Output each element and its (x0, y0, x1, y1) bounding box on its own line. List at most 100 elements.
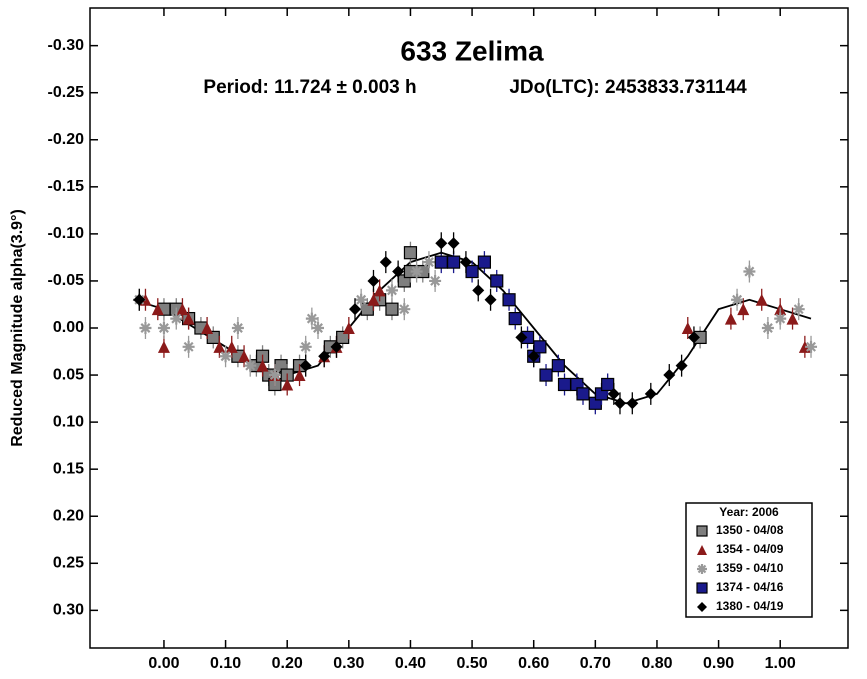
y-tick-label: 0.25 (53, 555, 84, 572)
point (256, 359, 269, 372)
point (157, 322, 170, 334)
point (743, 265, 756, 278)
point (238, 350, 251, 363)
point (774, 312, 787, 325)
y-tick-label: 0.15 (53, 460, 84, 477)
point (348, 303, 361, 316)
y-tick-label: -0.15 (48, 178, 85, 195)
point (201, 322, 214, 334)
x-tick-label: 0.40 (395, 655, 426, 672)
point (355, 293, 368, 306)
point (151, 303, 164, 316)
legend-marker (697, 545, 707, 555)
chart-title: 633 Zelima (400, 35, 544, 66)
y-tick-label: -0.20 (48, 131, 85, 148)
point (644, 387, 657, 400)
point (422, 256, 435, 269)
y-tick-label: 0.30 (53, 602, 84, 619)
point (379, 256, 392, 269)
point (551, 359, 565, 373)
point (176, 303, 189, 316)
x-tick-label: 0.50 (457, 655, 488, 672)
legend-marker (696, 582, 708, 594)
point (731, 293, 744, 306)
point (367, 293, 380, 306)
point (385, 284, 398, 297)
legend-box (685, 502, 813, 618)
point (459, 256, 472, 269)
point (761, 322, 774, 334)
point (410, 265, 423, 278)
point (663, 369, 676, 382)
point (786, 312, 799, 325)
point (533, 340, 547, 354)
point (312, 322, 325, 334)
legend: Year: 2006 1350 - 04/08 1354 - 04/09 1359 -… (685, 502, 813, 618)
legend-marker (697, 564, 707, 574)
legend-label: 1359 - 04/10 (716, 561, 784, 575)
point (508, 311, 522, 326)
x-tick-label: 0.10 (210, 655, 241, 672)
y-axis-label: Reduced Magnitude alpha(3.9°) (9, 209, 26, 447)
legend-label: 1380 - 04/19 (716, 599, 784, 613)
y-tick-label: 0.05 (53, 366, 84, 383)
point (557, 377, 572, 392)
y-tick-label: 0.00 (53, 319, 84, 336)
point (385, 302, 399, 316)
y-tick-label: -0.05 (48, 272, 85, 289)
point (681, 322, 694, 334)
point (182, 340, 195, 353)
y-tick-label: 0.10 (53, 413, 84, 430)
point (805, 340, 818, 353)
point (446, 255, 461, 269)
legend-title: Year: 2006 (719, 505, 779, 519)
y-tick-label: -0.30 (48, 37, 85, 54)
legend-marker (697, 602, 707, 612)
legend-label: 1350 - 04/08 (716, 523, 784, 537)
point (447, 237, 460, 250)
point (244, 359, 257, 372)
point (792, 303, 805, 316)
point (170, 312, 183, 325)
legend-label: 1354 - 04/09 (716, 542, 784, 556)
point (724, 312, 737, 325)
point (318, 350, 331, 363)
point (613, 397, 626, 410)
legend-label: 1374 - 04/16 (716, 580, 784, 594)
point (373, 284, 386, 297)
point (330, 340, 343, 353)
point (490, 274, 504, 288)
point (367, 274, 380, 287)
point (601, 377, 615, 392)
y-tick-label: -0.25 (48, 84, 85, 101)
x-tick-label: 0.60 (518, 655, 549, 672)
x-tick-label: 0.00 (148, 655, 179, 672)
point (305, 312, 318, 325)
legend-marker (696, 525, 708, 537)
point (213, 340, 226, 353)
point (607, 387, 620, 400)
point (527, 350, 540, 363)
point (139, 322, 152, 334)
point (293, 369, 306, 382)
point (157, 340, 170, 353)
point (472, 284, 485, 297)
point (182, 312, 195, 325)
point (392, 265, 405, 278)
y-tick-label: -0.10 (48, 225, 85, 242)
y-tick-label: 0.20 (53, 507, 84, 524)
point (434, 255, 448, 269)
point (477, 255, 492, 269)
point (755, 293, 768, 306)
point (342, 322, 355, 334)
point (299, 359, 312, 372)
point (435, 237, 448, 250)
point (281, 378, 294, 391)
point (484, 293, 497, 306)
point (403, 246, 418, 260)
point (429, 274, 442, 287)
point (675, 359, 688, 372)
x-tick-label: 0.20 (272, 655, 303, 672)
point (465, 264, 479, 279)
